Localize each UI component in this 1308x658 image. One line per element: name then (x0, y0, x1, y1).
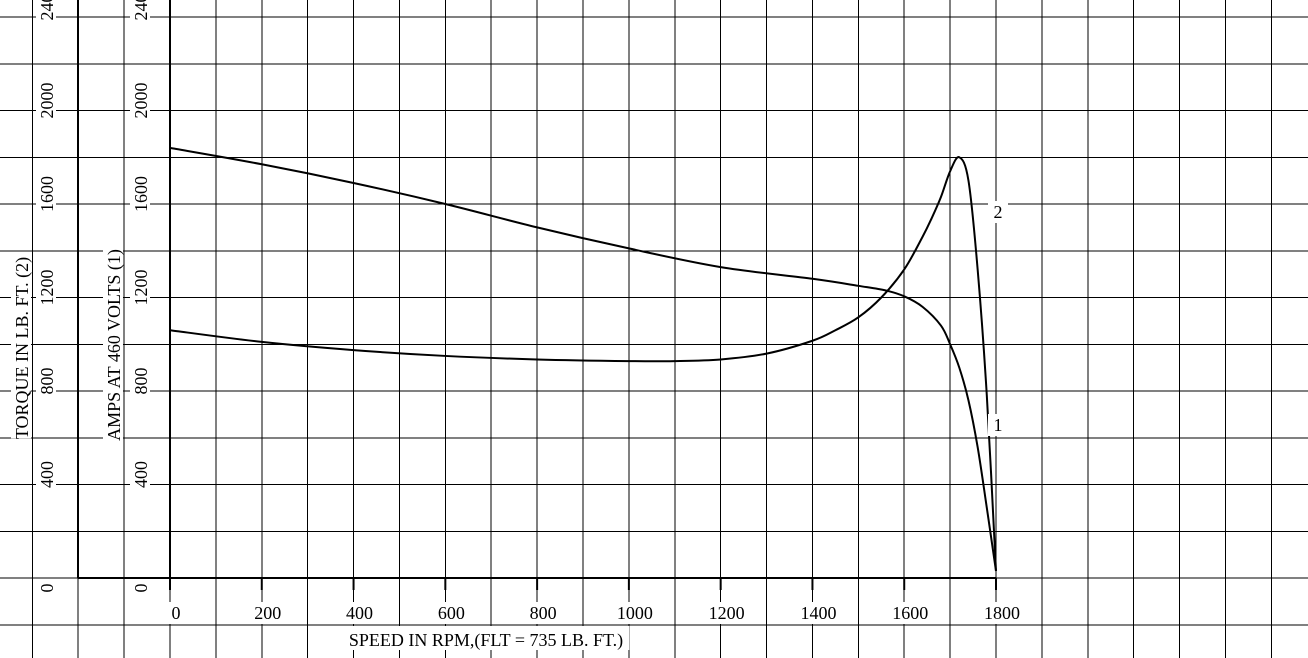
torque-tick-label-text: 240 (37, 0, 57, 21)
amps-tick-label-bg (130, 172, 150, 216)
speed-axis-title-bg (338, 626, 630, 650)
x-tick-label-bg (796, 602, 841, 624)
x-tick-label: 800 (530, 603, 557, 623)
torque-tick-label-bg (36, 265, 56, 310)
x-tick-label: 600 (438, 603, 465, 623)
x-tick-label: 1200 (709, 603, 745, 623)
torque-tick-label: 240 (36, 0, 57, 25)
amps-tick-label-text: 2000 (131, 83, 151, 119)
x-tick-label-bg (342, 602, 378, 624)
amps-tick-label-text: 1200 (131, 270, 151, 306)
x-tick-label-bg (433, 602, 469, 624)
series-2-line (169, 156, 997, 572)
amps-tick-label-text: 400 (131, 461, 151, 488)
torque-tick-label: 1600 (36, 172, 57, 216)
x-tick-label: 1800 (984, 603, 1020, 623)
amps-tick-label: 2000 (130, 78, 151, 123)
torque-axis-title-bg (11, 257, 31, 439)
torque-tick-label-text: 0 (37, 584, 57, 593)
amps-axis-title: AMPS AT 460 VOLTS (1) (103, 249, 125, 441)
amps-tick-label: 400 (130, 457, 151, 492)
torque-tick-label-text: 400 (37, 461, 57, 488)
amps-tick-label-bg (130, 0, 150, 25)
curve-annotation-1: 1 (994, 415, 1003, 435)
torque-tick-label-bg (36, 172, 56, 216)
x-tick-label: 0 (172, 603, 181, 623)
series-1-line (169, 146, 997, 572)
amps-tick-label-bg (130, 457, 150, 492)
x-tick-label-bg (888, 602, 933, 624)
x-tick-label-bg (167, 602, 185, 624)
amps-tick-label: 800 (130, 363, 151, 399)
torque-tick-label-bg (36, 579, 56, 597)
amps-tick-label: 0 (130, 579, 151, 597)
torque-tick-label-bg (36, 0, 56, 25)
x-tick-label-bg (612, 602, 657, 624)
torque-tick-label-text: 1600 (37, 176, 57, 212)
data-curves (169, 146, 997, 572)
amps-tick-label-text: 1600 (131, 176, 151, 212)
torque-tick-label-bg (36, 78, 56, 123)
x-tick-label-bg (525, 602, 561, 624)
torque-tick-label: 1200 (36, 265, 57, 310)
torque-axis-title: TORQUE IN LB. FT. (2) (11, 257, 33, 439)
torque-tick-label-text: 1200 (37, 270, 57, 306)
amps-tick-label-text: 240 (131, 0, 151, 21)
x-tick-label-bg (980, 602, 1024, 624)
axis-titles: TORQUE IN LB. FT. (2) AMPS AT 460 VOLTS (… (11, 201, 1008, 651)
torque-tick-label-bg (36, 363, 56, 399)
torque-tick-label-text: 800 (37, 368, 57, 395)
x-tick-label: 400 (346, 603, 373, 623)
x-tick-label: 1400 (800, 603, 836, 623)
curve-annotation-2: 2 (994, 202, 1003, 222)
torque-tick-label: 400 (36, 457, 57, 492)
amps-tick-label-bg (130, 265, 150, 310)
amps-tick-label: 1600 (130, 172, 151, 216)
amps-tick-label-text: 0 (131, 584, 151, 593)
amps-tick-label-text: 800 (131, 368, 151, 395)
torque-axis-title-text: TORQUE IN LB. FT. (2) (12, 257, 33, 439)
torque-tick-label: 800 (36, 363, 57, 399)
torque-tick-label: 0 (36, 579, 57, 597)
curve-annotation-bg (988, 201, 1008, 223)
x-tick-label: 1600 (892, 603, 928, 623)
x-tick-label: 200 (254, 603, 281, 623)
amps-axis-title-bg (103, 250, 123, 440)
torque-tick-label-text: 2000 (37, 83, 57, 119)
amps-axis-title-text: AMPS AT 460 VOLTS (1) (104, 249, 125, 441)
amps-tick-label-bg (130, 78, 150, 123)
amps-tick-label-bg (130, 363, 150, 399)
curve-annotation-bg (988, 414, 1008, 436)
speed-axis-title: SPEED IN RPM,(FLT = 735 LB. FT.) (349, 630, 623, 651)
torque-tick-label-bg (36, 457, 56, 492)
amps-tick-label: 1200 (130, 265, 151, 310)
torque-tick-label: 2000 (36, 78, 57, 123)
x-tick-label-bg (250, 602, 286, 624)
tick-labels: 0 200 400 600 800 1000 1200 1400 1600 18000400800… (36, 0, 1024, 624)
amps-tick-label: 240 (130, 0, 151, 25)
x-tick-label: 1000 (617, 603, 653, 623)
amps-tick-label-bg (130, 579, 150, 597)
x-tick-label-bg (704, 602, 749, 624)
